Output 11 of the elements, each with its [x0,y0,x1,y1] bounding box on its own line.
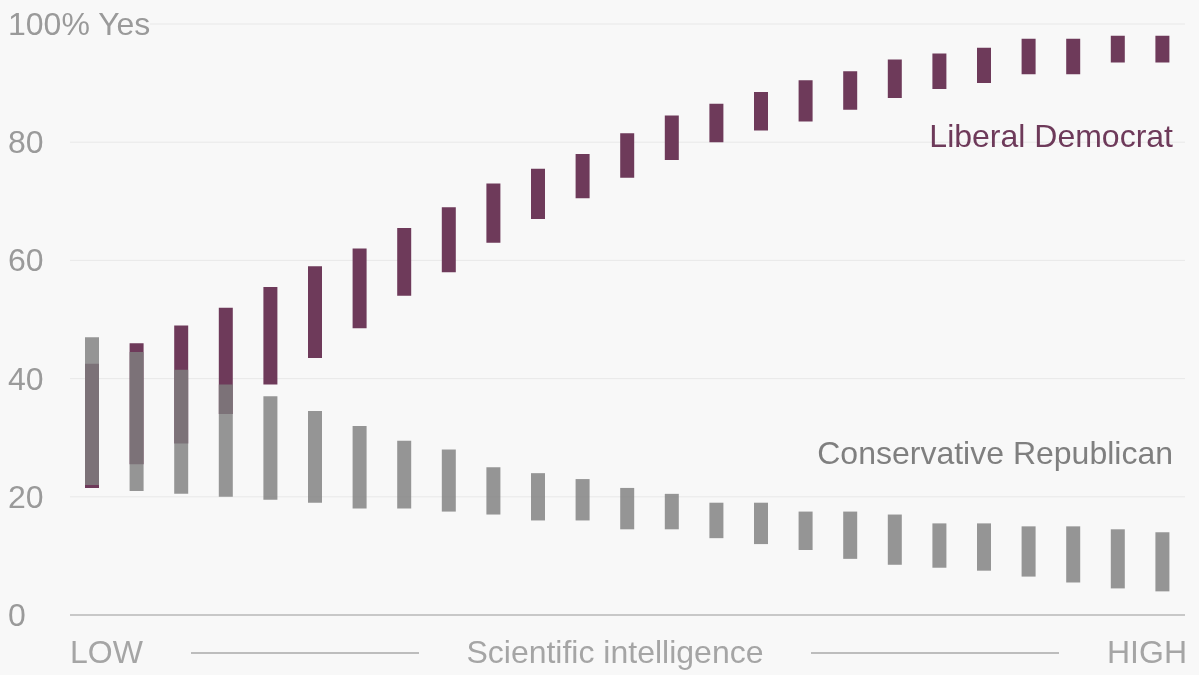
text: HIGH [1107,634,1187,671]
y-tick-label: 0 [8,597,26,633]
y-tick-label: 60 [8,242,44,279]
y-tick-label: 80 [8,124,44,161]
series-label: Conservative Republican [817,435,1173,472]
y-tick-label: 40 [8,360,44,397]
y-tick-label: 20 [8,478,44,515]
series-label: Liberal Democrat [929,118,1173,155]
x-axis-title: Scientific intelligence [466,634,764,671]
text: LOW [70,634,143,671]
y-tick-label: 100% Yes [8,6,151,42]
